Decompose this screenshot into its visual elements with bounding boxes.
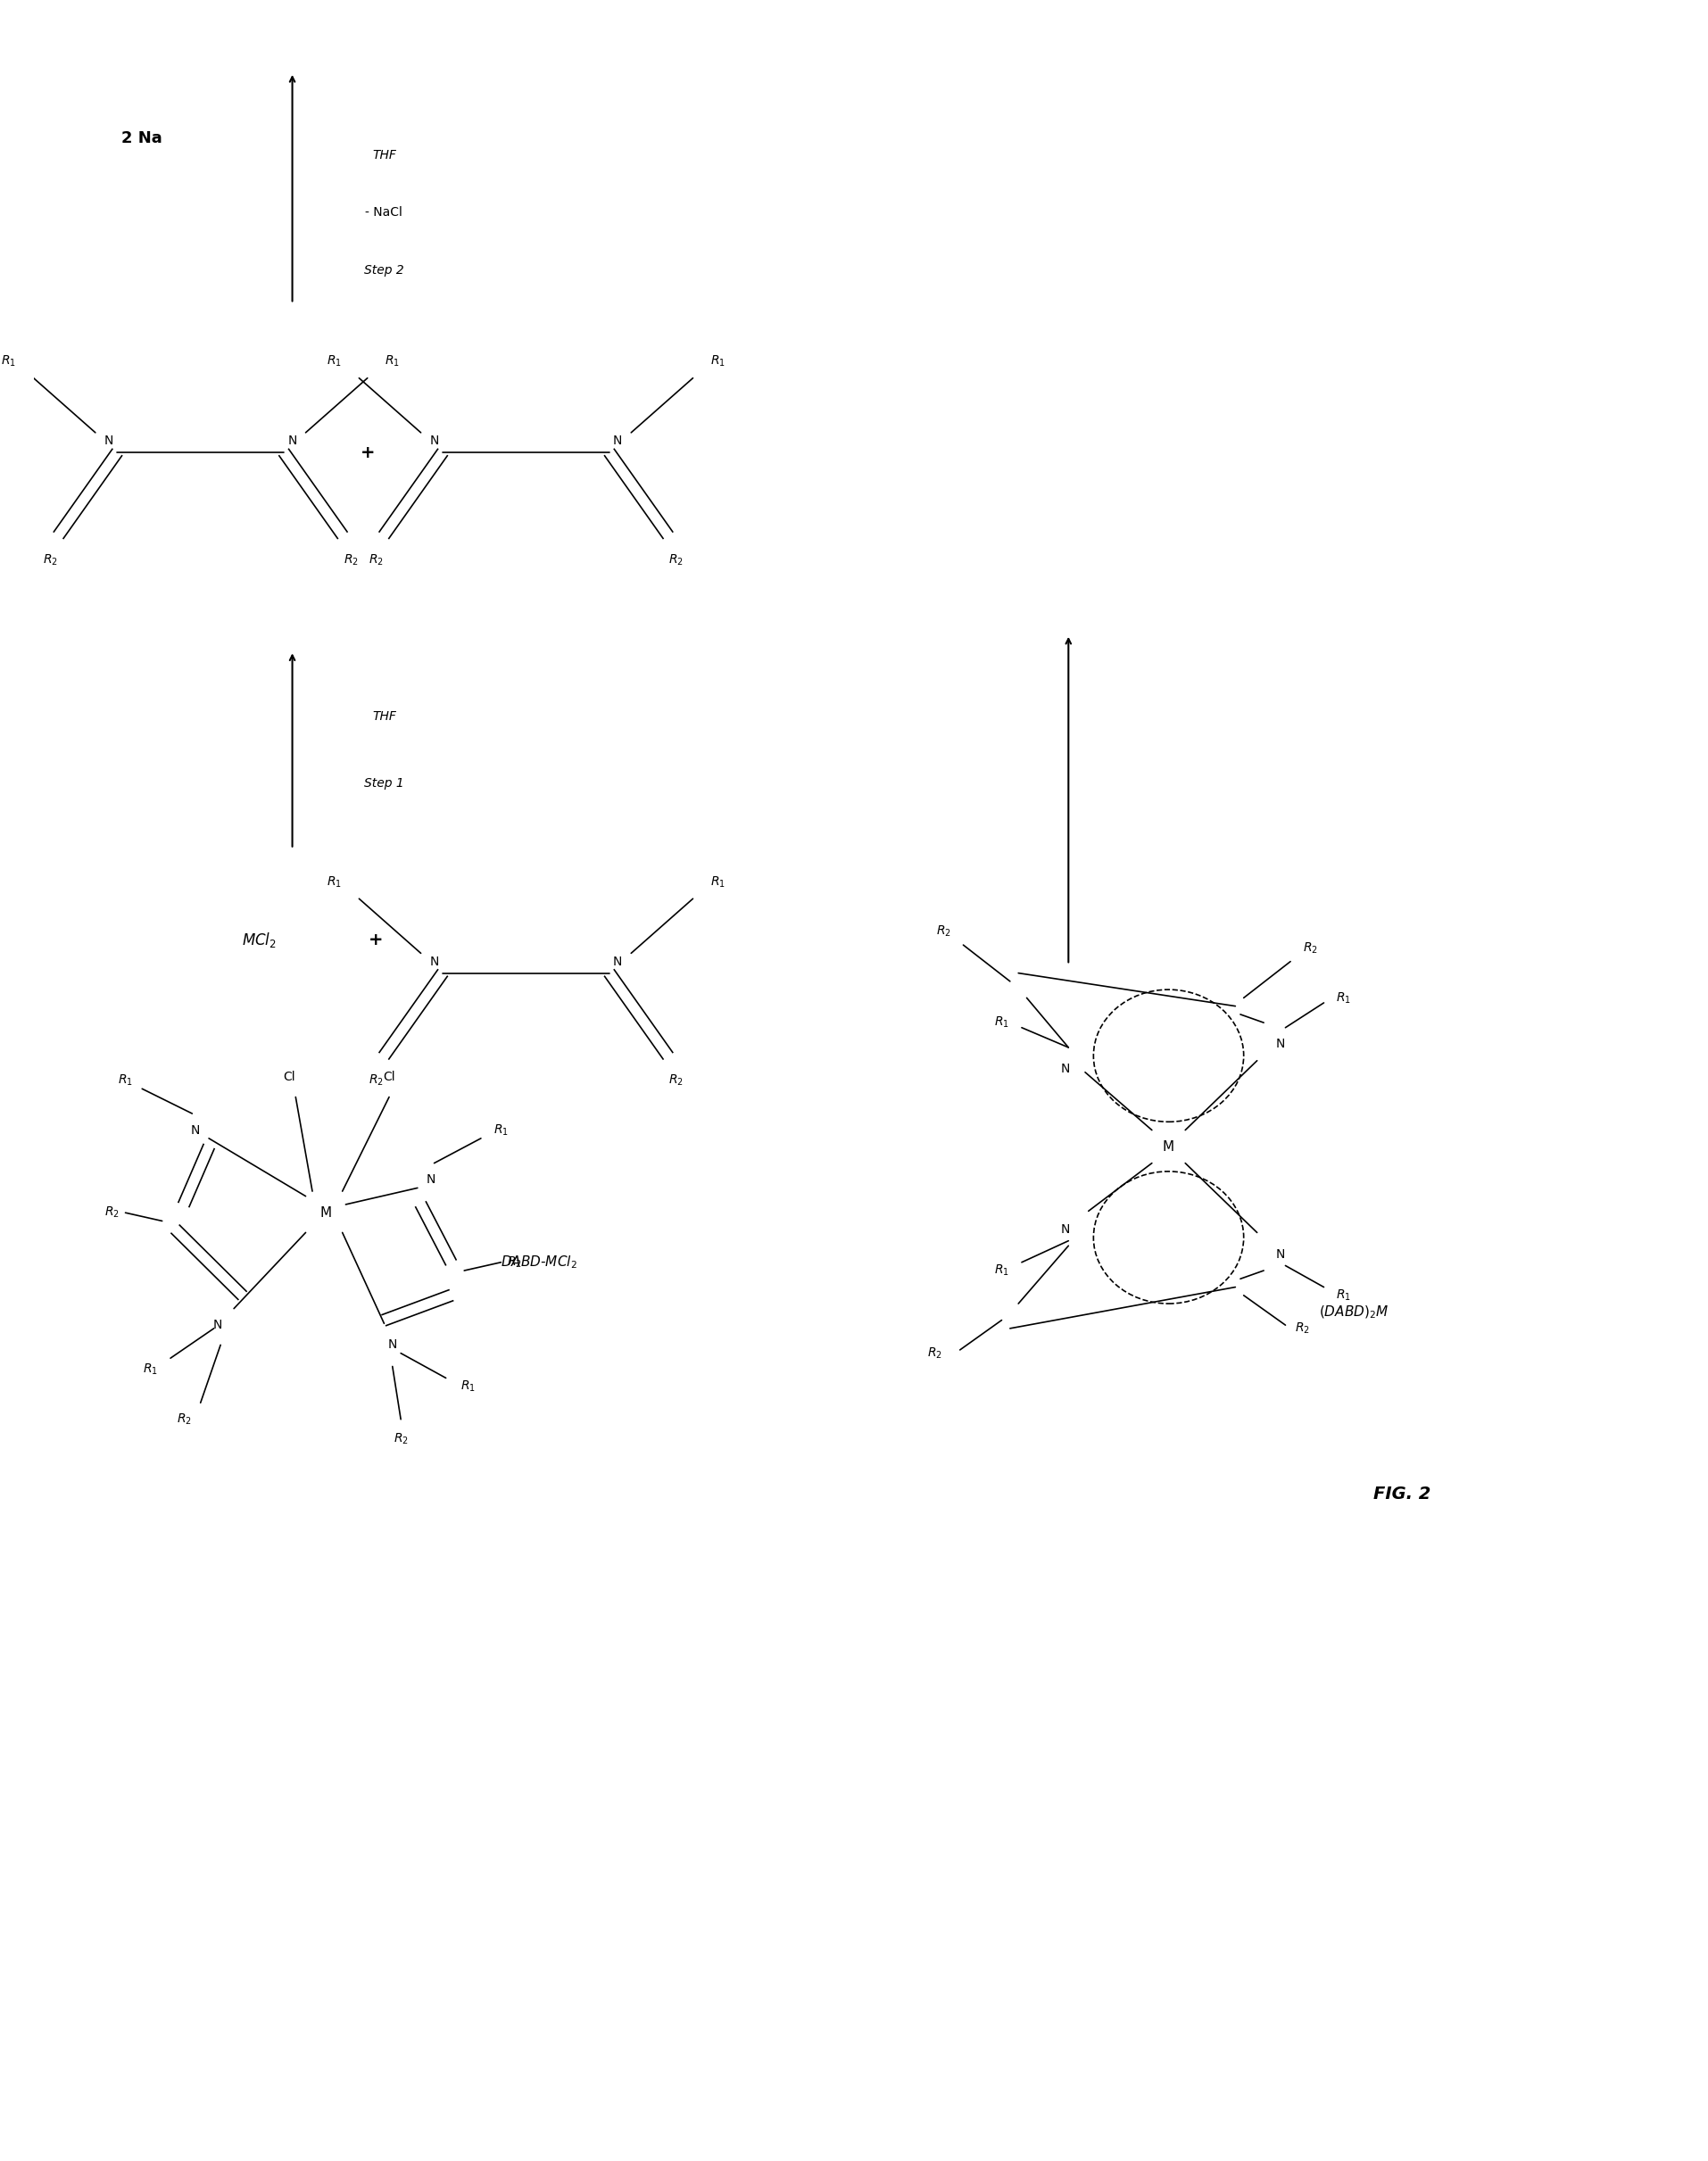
Text: $R_2$: $R_2$ xyxy=(668,553,683,566)
Text: $R_2$: $R_2$ xyxy=(367,553,383,566)
Text: $R_2$: $R_2$ xyxy=(104,1206,120,1221)
Text: M: M xyxy=(319,1206,331,1219)
Text: $R_1$: $R_1$ xyxy=(711,354,726,370)
Text: N: N xyxy=(191,1124,200,1137)
Text: $R_1$: $R_1$ xyxy=(118,1074,133,1087)
Text: N: N xyxy=(613,434,622,447)
Text: $R_1$: $R_1$ xyxy=(459,1379,475,1394)
Text: $(DABD)_2M$: $(DABD)_2M$ xyxy=(1319,1303,1389,1320)
Text: $R_2$: $R_2$ xyxy=(1295,1320,1308,1335)
Text: $R_2$: $R_2$ xyxy=(367,1074,383,1087)
Text: $R_2$: $R_2$ xyxy=(1301,940,1317,955)
Text: M: M xyxy=(1161,1139,1173,1154)
Text: N: N xyxy=(388,1338,396,1351)
Text: N: N xyxy=(429,434,439,447)
Text: THF: THF xyxy=(372,711,396,724)
Text: DABD-MCl$_2$: DABD-MCl$_2$ xyxy=(500,1253,577,1271)
Text: $R_1$: $R_1$ xyxy=(1336,1288,1351,1303)
Text: Step 1: Step 1 xyxy=(364,776,403,789)
Text: +: + xyxy=(360,443,374,460)
Text: N: N xyxy=(613,955,622,968)
Text: FIG. 2: FIG. 2 xyxy=(1373,1485,1430,1502)
Text: - NaCl: - NaCl xyxy=(366,207,403,218)
Text: $R_2$: $R_2$ xyxy=(507,1256,521,1271)
Text: $R_1$: $R_1$ xyxy=(326,354,342,370)
Text: $R_2$: $R_2$ xyxy=(936,925,950,940)
Text: +: + xyxy=(369,931,383,949)
Text: $R_1$: $R_1$ xyxy=(494,1124,509,1137)
Text: $R_2$: $R_2$ xyxy=(43,553,58,566)
Text: 2 Na: 2 Na xyxy=(121,130,162,147)
Text: N: N xyxy=(212,1318,222,1331)
Text: $R_2$: $R_2$ xyxy=(668,1074,683,1087)
Text: $R_2$: $R_2$ xyxy=(343,553,359,566)
Text: $R_2$: $R_2$ xyxy=(176,1411,191,1426)
Text: $R_2$: $R_2$ xyxy=(927,1346,941,1361)
Text: N: N xyxy=(1061,1063,1069,1076)
Text: $R_1$: $R_1$ xyxy=(384,354,400,370)
Text: N: N xyxy=(1061,1223,1069,1236)
Text: $R_1$: $R_1$ xyxy=(994,1264,1009,1277)
Text: N: N xyxy=(429,955,439,968)
Text: N: N xyxy=(1276,1037,1284,1050)
Text: $R_2$: $R_2$ xyxy=(393,1433,408,1446)
Text: N: N xyxy=(104,434,113,447)
Text: Cl: Cl xyxy=(383,1072,395,1083)
Text: $R_1$: $R_1$ xyxy=(143,1361,157,1377)
Text: N: N xyxy=(425,1173,436,1186)
Text: THF: THF xyxy=(372,149,396,162)
Text: Cl: Cl xyxy=(284,1072,295,1083)
Text: $MCl_2$: $MCl_2$ xyxy=(241,931,277,949)
Text: $R_1$: $R_1$ xyxy=(1336,990,1351,1005)
Text: $R_1$: $R_1$ xyxy=(2,354,15,370)
Text: N: N xyxy=(287,434,297,447)
Text: $R_1$: $R_1$ xyxy=(326,875,342,890)
Text: $R_1$: $R_1$ xyxy=(711,875,726,890)
Text: Step 2: Step 2 xyxy=(364,264,403,277)
Text: N: N xyxy=(1276,1247,1284,1260)
Text: $R_1$: $R_1$ xyxy=(994,1016,1009,1031)
